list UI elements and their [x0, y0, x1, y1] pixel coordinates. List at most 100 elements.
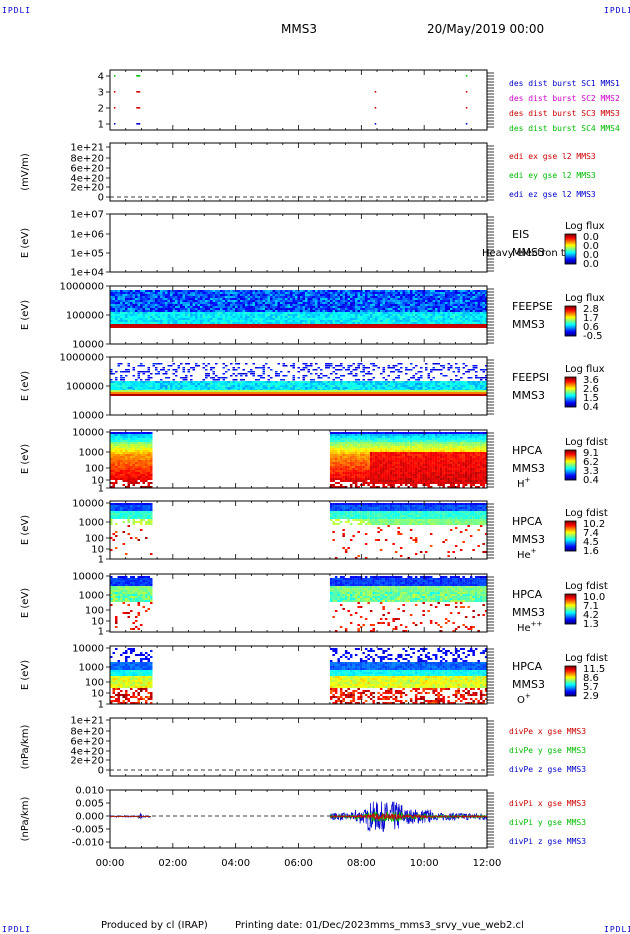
feepse-cell — [385, 302, 388, 304]
feepsi-cell — [280, 383, 283, 385]
feepse-cell — [335, 292, 338, 294]
feepsi-cell — [377, 385, 380, 387]
feepse-cell — [485, 322, 488, 324]
feepse-cell — [442, 322, 445, 324]
feepsi-cell — [330, 381, 333, 383]
feepse-cell — [135, 310, 138, 312]
feepsi-cell — [225, 392, 228, 394]
feepsi-cell — [297, 371, 300, 373]
feepse-cell — [307, 322, 310, 324]
feepse-cell — [112, 302, 115, 304]
feepse-cell — [360, 322, 363, 324]
feepse-cell — [415, 306, 418, 308]
feepsi-cell — [467, 390, 470, 392]
feepsi-cell — [227, 394, 230, 396]
feepse-cell — [295, 298, 298, 300]
feepsi-cell — [320, 387, 323, 389]
feepse-cell — [347, 290, 350, 292]
feepse-cell — [227, 324, 230, 328]
feepse-cell — [450, 324, 453, 328]
feepse-cell — [435, 306, 438, 308]
feepsi-cell — [435, 387, 438, 389]
feepse-cell — [290, 294, 293, 296]
feepse-cell — [387, 302, 390, 304]
feepse-cell — [415, 294, 418, 296]
feepsi-cell — [195, 390, 198, 392]
feepse-cell — [427, 290, 430, 292]
feepse-cell — [325, 292, 328, 294]
feepse-cell — [277, 310, 280, 312]
feepse-cell — [335, 300, 338, 302]
feepse-cell — [327, 324, 330, 328]
feepse-cell — [235, 294, 238, 296]
feepsi-cell — [347, 383, 350, 385]
feepsi-cell — [122, 371, 125, 373]
feepse-cell — [235, 298, 238, 300]
feepse-cell — [142, 320, 145, 322]
feepsi-cell — [337, 369, 340, 371]
feepsi-cell — [120, 383, 123, 385]
feepsi-cell — [315, 381, 318, 383]
feepse-cell — [400, 304, 403, 306]
feepse-cell — [267, 294, 270, 296]
feepse-cell — [332, 308, 335, 310]
feepse-cell — [375, 300, 378, 302]
feepse-cell — [315, 292, 318, 294]
feepse-cell — [260, 296, 263, 298]
feepse-cell — [477, 314, 480, 316]
feepse-cell — [390, 314, 393, 316]
feepse-cell — [217, 312, 220, 314]
feepsi-cell — [390, 387, 393, 389]
feepse-cell — [450, 292, 453, 294]
feepse-cell — [447, 310, 450, 312]
feepse-cell — [195, 312, 198, 314]
feepsi-cell — [457, 387, 460, 389]
feepse-cell — [430, 300, 433, 302]
feepse-cell — [147, 308, 150, 310]
feepse-cell — [222, 298, 225, 300]
feepse-cell — [225, 308, 228, 310]
feepse-cell — [330, 318, 333, 320]
feepse-cell — [317, 310, 320, 312]
feepse-cell — [125, 320, 128, 322]
feepsi-cell — [417, 381, 420, 383]
feepse-cell — [115, 322, 118, 324]
feepsi-cell — [250, 394, 253, 396]
feepsi-cell — [155, 381, 158, 383]
feepse-cell — [465, 290, 468, 292]
feepse-cell — [467, 324, 470, 328]
feepse-cell — [272, 298, 275, 300]
feepse-cell — [200, 308, 203, 310]
feepse-cell — [375, 298, 378, 300]
feepse-cell — [157, 310, 160, 312]
feepse-cell — [290, 316, 293, 318]
feepse-cell — [250, 308, 253, 310]
feepsi-cell — [422, 385, 425, 387]
feepse-cell — [317, 308, 320, 310]
feepsi-cell — [145, 390, 148, 392]
feepse-cell — [252, 322, 255, 324]
feepse-cell — [420, 304, 423, 306]
feepse-cell — [442, 310, 445, 312]
feepse-cell — [207, 298, 210, 300]
feepse-cell — [427, 292, 430, 294]
feepsi-cell — [330, 383, 333, 385]
feepse-cell — [282, 302, 285, 304]
feepsi-cell — [465, 365, 468, 367]
feepsi-cell — [320, 381, 323, 383]
feepsi-cell — [117, 387, 120, 389]
feepsi-cell — [417, 379, 420, 381]
feepsi-cell — [440, 369, 443, 371]
feepse-cell — [122, 316, 125, 318]
feepse-cell — [445, 296, 448, 298]
feepsi-cell — [467, 377, 470, 379]
feepsi-cell — [332, 383, 335, 385]
feepsi-cell — [432, 394, 435, 396]
feepse-cell — [250, 314, 253, 316]
feepsi-cell — [312, 381, 315, 383]
feepsi-cell — [325, 387, 328, 389]
feepse-cell — [440, 292, 443, 294]
feepse-cell — [220, 294, 223, 296]
feepse-cell — [370, 304, 373, 306]
feepsi-cell — [430, 381, 433, 383]
